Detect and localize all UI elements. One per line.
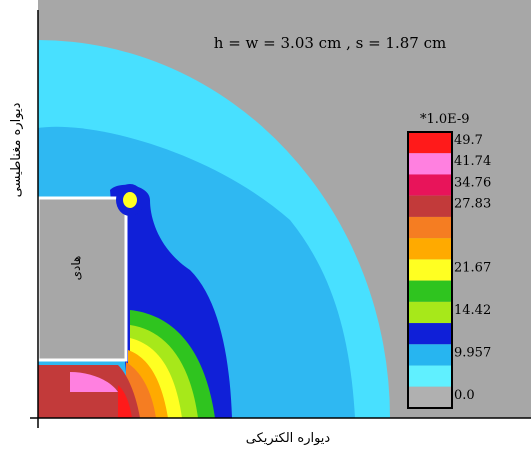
legend-label: 14.42 bbox=[454, 303, 491, 318]
legend-label: 27.83 bbox=[454, 197, 491, 212]
legend-swatch bbox=[408, 216, 452, 239]
legend-swatch bbox=[408, 386, 452, 408]
field-blob-core bbox=[123, 192, 137, 208]
legend-swatch bbox=[408, 259, 452, 281]
legend-border bbox=[407, 131, 453, 409]
legend-swatch bbox=[408, 174, 452, 196]
legend-swatch bbox=[408, 153, 452, 175]
legend-swatch bbox=[408, 344, 452, 366]
legend-scale: *1.0E-9 bbox=[420, 112, 470, 127]
legend-swatch bbox=[408, 365, 452, 387]
legend-label: 34.76 bbox=[454, 175, 491, 190]
legend: *1.0E-9 49.7 41.74 34.76 27.83 21.67 14.42 9.9… bbox=[407, 112, 491, 409]
legend-label: 21.67 bbox=[454, 260, 491, 275]
bottom-wall-label: دیواره الکتریکی bbox=[246, 431, 331, 446]
field-region-pink bbox=[70, 372, 118, 392]
legend-swatch bbox=[408, 238, 452, 260]
legend-label: 0.0 bbox=[454, 388, 475, 403]
legend-swatch bbox=[408, 132, 452, 154]
legend-swatch bbox=[408, 280, 452, 302]
parameters-text: h = w = 3.03 cm , s = 1.87 cm bbox=[214, 34, 446, 52]
left-wall-label: دیواره مغناطیسی bbox=[9, 102, 24, 197]
legend-swatch bbox=[408, 301, 452, 324]
legend-label: 9.957 bbox=[454, 345, 491, 360]
field-region-red bbox=[118, 385, 132, 418]
legend-swatch bbox=[408, 195, 452, 217]
legend-swatch bbox=[408, 323, 452, 345]
conductor-label: هادی bbox=[69, 256, 83, 281]
conductor bbox=[36, 196, 128, 362]
legend-label: 49.7 bbox=[454, 133, 483, 148]
legend-label: 41.74 bbox=[454, 154, 491, 169]
